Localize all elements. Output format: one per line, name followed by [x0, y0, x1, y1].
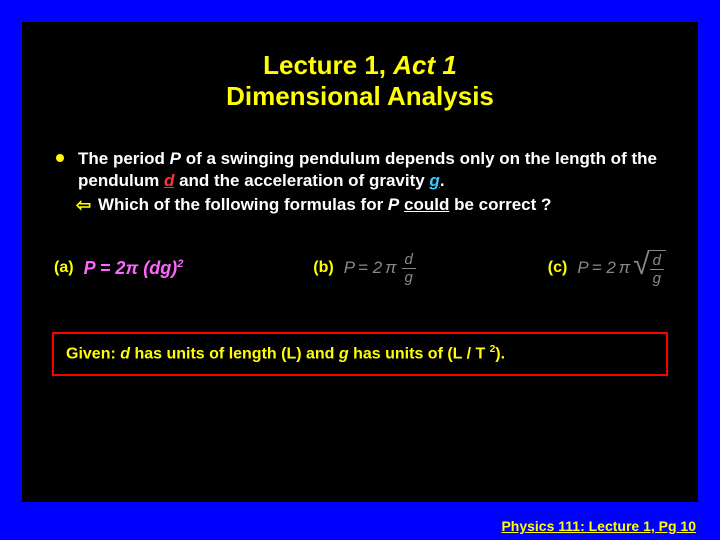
fc-den: g	[650, 270, 664, 286]
sub-t3: be correct ?	[449, 195, 551, 214]
slide-frame: Lecture 1, Act 1 Dimensional Analysis Th…	[22, 22, 698, 502]
var-d: d	[164, 171, 174, 190]
fb-eq: = 2	[358, 258, 382, 278]
given-t4: ).	[495, 346, 505, 363]
given-d: d	[120, 346, 130, 363]
body-t3: and the acceleration of gravity	[174, 171, 429, 190]
given-box: Given: d has units of length (L) and g h…	[52, 332, 668, 375]
fb-fraction: d g	[402, 252, 416, 285]
fa-exp: 2	[177, 258, 183, 270]
fb-pi: π	[385, 258, 396, 278]
fc-eq: = 2	[592, 258, 616, 278]
arrow-left-icon: ⇦	[76, 194, 91, 217]
footer-text: Physics 111: Lecture 1, Pg 10	[501, 518, 696, 534]
option-a-label: (a)	[54, 259, 74, 277]
title-block: Lecture 1, Act 1 Dimensional Analysis	[52, 50, 668, 112]
fc-pi: π	[619, 258, 630, 278]
option-c-label: (c)	[548, 259, 568, 277]
fa-pre: P = 2	[84, 258, 126, 278]
fa-mid: (dg)	[138, 258, 177, 278]
fc-p: P	[577, 258, 588, 278]
fa-pi: π	[125, 258, 138, 278]
var-g: g	[429, 171, 439, 190]
option-b-formula: P = 2π d g	[344, 252, 418, 285]
fb-p: P	[344, 258, 355, 278]
sub-could: could	[404, 195, 449, 214]
body-text: The period P of a swinging pendulum depe…	[52, 148, 668, 216]
option-c: (c) P = 2π √ d g	[548, 250, 666, 286]
body-t4: .	[440, 171, 445, 190]
sub-question: ⇦ Which of the following formulas for P …	[78, 194, 668, 216]
title-part-b: Act 1	[393, 50, 457, 80]
option-c-formula: P = 2π √ d g	[577, 250, 666, 286]
var-p: P	[170, 149, 181, 168]
given-t1: Given:	[66, 346, 120, 363]
fc-num: d	[650, 253, 664, 270]
given-t2: has units of length (L) and	[130, 346, 339, 363]
sub-t1: Which of the following formulas for	[98, 195, 388, 214]
options-row: (a) P = 2π (dg)2 (b) P = 2π d g (c) P = …	[52, 250, 668, 286]
sqrt-bar: d g	[648, 250, 666, 286]
body-t1: The period	[78, 149, 170, 168]
bullet-icon	[56, 154, 64, 162]
title-line-1: Lecture 1, Act 1	[52, 50, 668, 81]
given-g: g	[339, 346, 349, 363]
sqrt-icon: √ d g	[633, 250, 666, 286]
fc-fraction: d g	[650, 253, 664, 286]
option-a-formula: P = 2π (dg)2	[84, 258, 184, 279]
option-a: (a) P = 2π (dg)2	[54, 258, 183, 279]
title-line-2: Dimensional Analysis	[52, 81, 668, 112]
title-part-a: Lecture 1,	[263, 50, 393, 80]
sub-var-p: P	[388, 195, 399, 214]
fb-den: g	[402, 269, 416, 285]
option-b: (b) P = 2π d g	[313, 252, 418, 285]
fb-num: d	[402, 252, 416, 269]
option-b-label: (b)	[313, 259, 333, 277]
given-t3: has units of (L / T	[349, 346, 490, 363]
